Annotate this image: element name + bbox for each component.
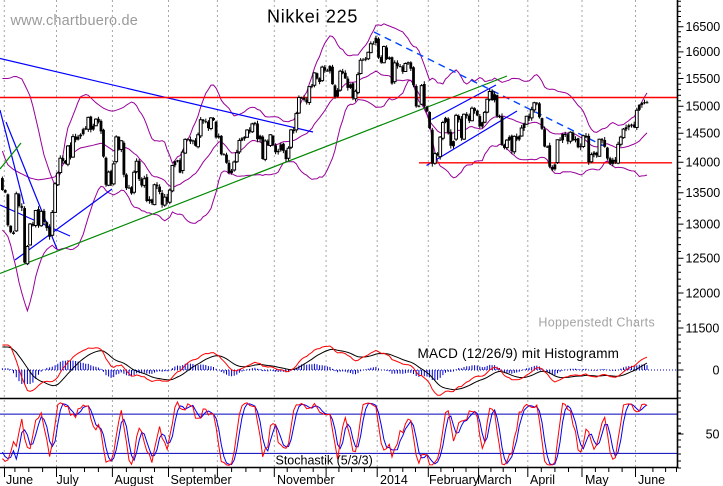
svg-text:Nikkei 225: Nikkei 225	[267, 7, 358, 27]
svg-text:November: November	[277, 473, 335, 486]
svg-text:August: August	[115, 473, 154, 486]
svg-text:February: February	[429, 473, 480, 486]
svg-text:11500: 11500	[686, 321, 720, 335]
svg-text:12000: 12000	[686, 286, 721, 300]
svg-text:April: April	[530, 473, 555, 486]
svg-text:www.chartbuero.de: www.chartbuero.de	[10, 13, 139, 29]
svg-text:15500: 15500	[686, 72, 721, 86]
svg-text:13000: 13000	[686, 217, 721, 231]
svg-text:Stochastik (5/3/3): Stochastik (5/3/3)	[276, 454, 373, 468]
svg-text:Hoppenstedt Charts: Hoppenstedt Charts	[538, 316, 655, 330]
svg-text:16500: 16500	[686, 20, 721, 34]
svg-text:June: June	[638, 473, 665, 486]
svg-text:June: June	[6, 473, 33, 486]
svg-text:2014: 2014	[380, 473, 408, 486]
svg-text:March: March	[477, 473, 512, 486]
svg-text:14500: 14500	[686, 127, 721, 141]
svg-text:0: 0	[713, 363, 720, 377]
svg-text:September: September	[171, 473, 232, 486]
svg-text:July: July	[57, 473, 80, 486]
svg-text:16000: 16000	[686, 45, 721, 59]
svg-text:50: 50	[706, 427, 720, 441]
svg-text:14000: 14000	[686, 156, 721, 170]
svg-text:MACD (12/26/9) mit Histogramm: MACD (12/26/9) mit Histogramm	[418, 346, 620, 361]
svg-text:13500: 13500	[686, 186, 721, 200]
svg-text:15000: 15000	[686, 100, 721, 114]
svg-text:May: May	[585, 473, 609, 486]
svg-text:12500: 12500	[686, 252, 721, 266]
